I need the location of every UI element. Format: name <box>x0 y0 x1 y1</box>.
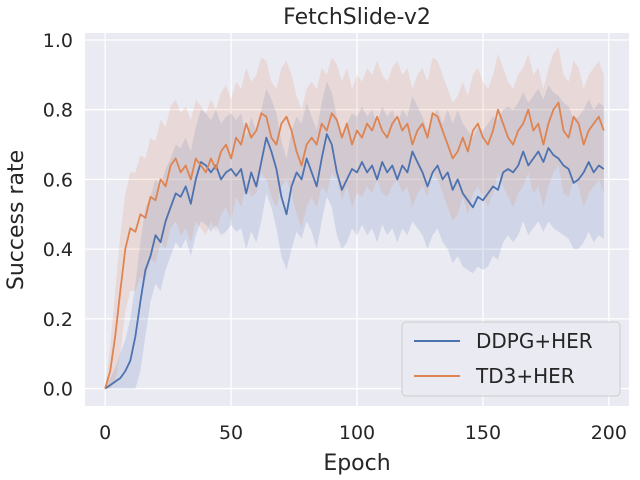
y-tick-label: 0.4 <box>43 239 73 261</box>
legend: DDPG+HER TD3+HER <box>401 321 621 397</box>
y-axis-label: Success rate <box>4 150 29 290</box>
x-tick-label: 0 <box>99 422 111 444</box>
line-td3-her <box>104 101 605 389</box>
band-ddpg-her <box>105 81 604 389</box>
legend-label-td3-her: TD3+HER <box>475 364 575 388</box>
chart-title: FetchSlide-v2 <box>283 5 431 30</box>
x-tick-label: 50 <box>219 422 243 444</box>
y-tick-label: 0.0 <box>43 379 73 401</box>
series-lines <box>104 101 605 390</box>
line-ddpg-her <box>104 133 605 390</box>
y-tick-label: 0.8 <box>43 100 73 122</box>
y-tick-label: 1.0 <box>43 30 73 52</box>
y-tick-label: 0.2 <box>43 309 73 331</box>
confidence-bands <box>105 46 604 389</box>
legend-label-ddpg-her: DDPG+HER <box>476 329 593 353</box>
x-axis-label: Epoch <box>323 451 390 476</box>
x-tick-label: 100 <box>339 422 375 444</box>
y-axis-ticks: 0.0 0.2 0.4 0.6 0.8 1.0 <box>43 30 73 401</box>
x-axis-ticks: 0 50 100 150 200 <box>99 422 627 444</box>
y-tick-label: 0.6 <box>43 169 73 191</box>
band-td3-her <box>105 46 604 389</box>
x-tick-label: 150 <box>465 422 501 444</box>
grid <box>85 33 629 406</box>
x-tick-label: 200 <box>591 422 627 444</box>
